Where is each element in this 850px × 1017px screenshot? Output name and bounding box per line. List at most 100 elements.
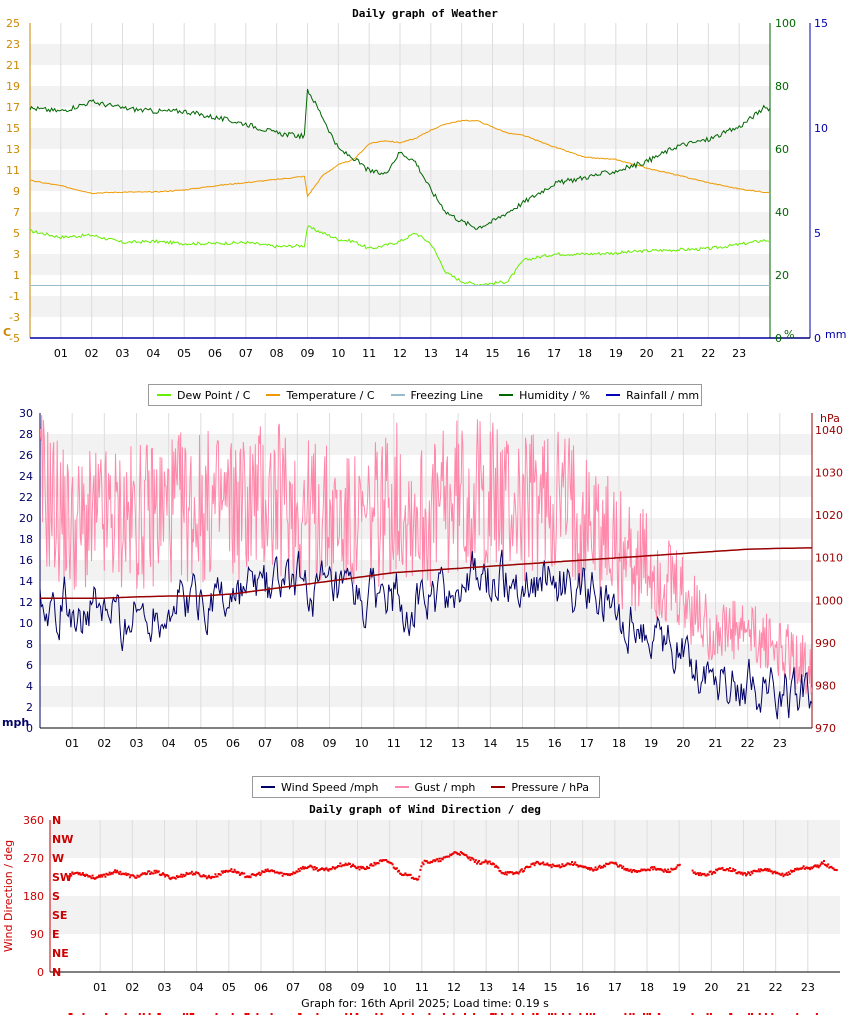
rain-marker [316,1013,319,1015]
direction-point [587,867,589,870]
direction-point [77,873,80,876]
direction-point [490,863,493,866]
direction-point [291,873,294,876]
humidity-tick-label: 60 [775,143,789,156]
direction-point [505,873,508,876]
rain-marker [189,1013,192,1015]
direction-point [143,872,146,875]
hour-tick-label: 13 [424,347,438,360]
direction-point [828,866,831,869]
direction-point [272,870,274,873]
direction-point [656,868,659,871]
direction-point [489,862,492,865]
direction-point [573,863,576,866]
direction-point [593,868,596,871]
direction-point [211,875,214,878]
pressure-tick-label: 990 [815,637,836,650]
direction-point [701,872,704,875]
rain-marker [375,1013,378,1015]
direction-point [485,860,488,863]
direction-point [700,874,703,877]
direction-point [251,873,254,876]
rain-marker [589,1013,592,1015]
weather-legend: Dew Point / C Temperature / C Freezing L… [148,384,702,406]
hour-tick-label: 04 [190,981,204,994]
direction-point [678,863,681,866]
direction-point [826,865,829,868]
legend-gust: Gust / mph [394,781,475,794]
footer-load-info: Graph for: 16th April 2025; Load time: 0… [301,997,549,1010]
direction-point [588,866,591,869]
direction-point [424,860,427,863]
direction-point [224,871,226,873]
direction-point [163,873,166,876]
direction-point [650,866,652,869]
direction-point [628,869,631,872]
direction-point [820,861,823,864]
direction-point [546,862,549,865]
direction-point [364,868,367,871]
direction-point [325,867,328,870]
rain-axis-label: mm [825,328,846,341]
direction-point [213,876,216,879]
direction-point [825,864,828,867]
direction-point [194,873,197,876]
direction-point [315,867,318,869]
direction-point [410,877,413,880]
direction-point [468,856,471,859]
direction-point [388,861,391,864]
direction-point [117,871,120,874]
direction-point [150,871,153,874]
rain-marker [624,1013,627,1015]
direction-point [536,861,539,864]
rain-marker [70,1013,73,1015]
direction-point [715,868,718,871]
direction-point [486,862,489,865]
direction-point [553,865,556,867]
direction-point [566,862,569,865]
direction-point [763,869,766,871]
hour-tick-label: 18 [640,981,654,994]
direction-point [520,868,523,871]
direction-point [804,867,807,870]
direction-point [274,871,277,874]
hour-tick-label: 06 [208,347,222,360]
direction-point [499,870,502,873]
hour-tick-label: 10 [355,737,369,750]
rain-marker [355,1013,358,1015]
direction-point [674,867,677,870]
pressure-tick-label: 1010 [815,552,843,565]
direction-point [589,868,592,871]
direction-point [530,863,533,866]
direction-point [610,861,613,864]
hour-tick-label: 20 [640,347,654,360]
direction-point [642,868,645,871]
direction-point [341,864,344,867]
direction-point [178,875,180,878]
direction-point [447,855,450,858]
direction-point [635,869,637,872]
direction-point [76,871,79,874]
direction-point [590,867,593,870]
grid-band [50,820,840,858]
direction-point [355,867,358,870]
direction-point [618,865,620,868]
direction-point [148,870,151,873]
direction-point [140,873,143,876]
direction-point [109,873,112,876]
direction-point [190,870,193,873]
direction-point [721,866,724,869]
direction-point [323,869,326,872]
direction-point [793,870,796,873]
wind-tick-label: 20 [19,512,33,525]
hour-tick-label: 04 [146,347,160,360]
direction-point [788,873,791,875]
direction-point [407,873,410,876]
direction-point [327,869,330,872]
direction-point [736,872,739,875]
direction-point [222,870,225,873]
direction-point [370,863,373,866]
rain-marker [270,1013,273,1015]
direction-point [199,875,202,878]
hour-tick-label: 17 [547,347,561,360]
